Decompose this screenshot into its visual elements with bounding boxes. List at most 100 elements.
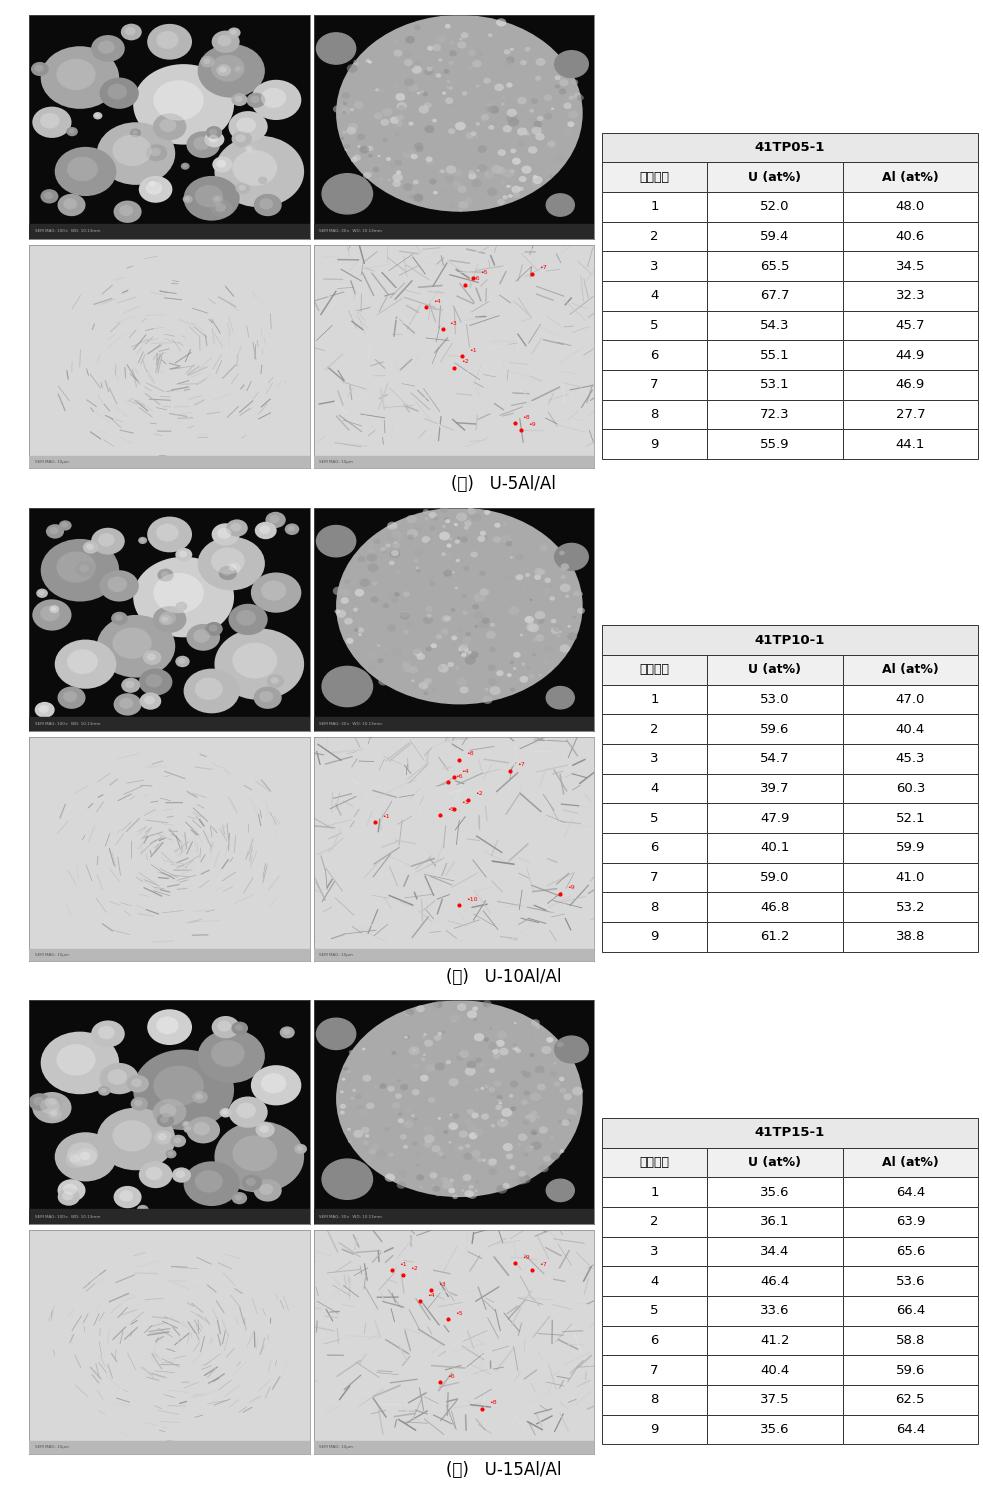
Circle shape bbox=[294, 1144, 307, 1154]
Circle shape bbox=[422, 91, 429, 97]
Circle shape bbox=[406, 515, 417, 523]
Circle shape bbox=[40, 539, 119, 602]
Circle shape bbox=[348, 1141, 352, 1144]
Circle shape bbox=[463, 566, 470, 570]
Circle shape bbox=[409, 666, 418, 673]
Circle shape bbox=[399, 1120, 403, 1123]
Circle shape bbox=[455, 558, 460, 563]
Circle shape bbox=[405, 1106, 412, 1112]
Text: Al (at%): Al (at%) bbox=[882, 663, 939, 676]
Circle shape bbox=[442, 1181, 453, 1190]
Circle shape bbox=[467, 1060, 477, 1069]
Circle shape bbox=[451, 608, 455, 612]
Text: •4: •4 bbox=[461, 769, 469, 773]
Circle shape bbox=[112, 134, 151, 166]
Circle shape bbox=[228, 110, 267, 142]
Circle shape bbox=[541, 549, 545, 554]
Circle shape bbox=[443, 1130, 448, 1135]
Circle shape bbox=[571, 79, 578, 85]
Circle shape bbox=[348, 122, 359, 131]
Circle shape bbox=[184, 176, 240, 221]
Circle shape bbox=[521, 1070, 527, 1075]
Text: 37.5: 37.5 bbox=[760, 1393, 789, 1406]
Circle shape bbox=[492, 1067, 494, 1070]
Circle shape bbox=[246, 146, 253, 151]
Circle shape bbox=[486, 106, 493, 112]
Circle shape bbox=[397, 1112, 403, 1117]
Circle shape bbox=[468, 508, 472, 511]
Bar bbox=[707, 863, 842, 893]
Circle shape bbox=[222, 1109, 228, 1115]
Circle shape bbox=[513, 652, 521, 658]
Circle shape bbox=[494, 523, 500, 527]
Circle shape bbox=[55, 1132, 116, 1181]
Circle shape bbox=[554, 543, 588, 570]
Circle shape bbox=[573, 93, 582, 99]
Circle shape bbox=[449, 51, 457, 57]
Circle shape bbox=[438, 664, 448, 673]
Circle shape bbox=[489, 1171, 497, 1178]
Circle shape bbox=[56, 551, 95, 582]
Circle shape bbox=[449, 40, 454, 45]
Text: 54.3: 54.3 bbox=[760, 320, 789, 331]
Circle shape bbox=[507, 673, 512, 676]
Circle shape bbox=[367, 554, 377, 561]
Circle shape bbox=[501, 1108, 512, 1117]
Circle shape bbox=[178, 658, 186, 664]
Text: •9: •9 bbox=[522, 1256, 530, 1260]
Circle shape bbox=[509, 1094, 513, 1097]
Circle shape bbox=[425, 517, 429, 520]
Circle shape bbox=[424, 1135, 434, 1144]
Text: •7: •7 bbox=[540, 266, 547, 270]
Circle shape bbox=[114, 693, 142, 715]
Circle shape bbox=[368, 61, 373, 64]
Circle shape bbox=[119, 205, 133, 216]
Circle shape bbox=[119, 1190, 133, 1202]
Circle shape bbox=[340, 1103, 346, 1109]
Circle shape bbox=[422, 536, 431, 543]
Circle shape bbox=[417, 93, 420, 94]
Circle shape bbox=[452, 572, 455, 573]
Circle shape bbox=[421, 1057, 426, 1062]
Circle shape bbox=[513, 667, 516, 670]
Circle shape bbox=[461, 1190, 464, 1191]
Circle shape bbox=[489, 1159, 496, 1165]
Text: •8: •8 bbox=[466, 751, 474, 757]
Circle shape bbox=[468, 66, 473, 69]
Bar bbox=[842, 193, 978, 222]
Circle shape bbox=[153, 81, 203, 121]
Circle shape bbox=[457, 536, 461, 539]
Circle shape bbox=[502, 196, 508, 200]
Circle shape bbox=[481, 113, 490, 121]
Circle shape bbox=[394, 160, 402, 166]
Text: 34.4: 34.4 bbox=[760, 1245, 789, 1259]
Bar bbox=[707, 1415, 842, 1444]
Circle shape bbox=[403, 630, 409, 635]
Text: 4: 4 bbox=[651, 290, 659, 303]
Circle shape bbox=[512, 158, 521, 164]
Circle shape bbox=[488, 1159, 496, 1166]
Circle shape bbox=[458, 645, 469, 654]
Circle shape bbox=[428, 1097, 435, 1103]
Circle shape bbox=[179, 551, 187, 557]
Text: 36.1: 36.1 bbox=[760, 1215, 789, 1229]
Bar bbox=[314, 717, 594, 732]
Circle shape bbox=[156, 1017, 179, 1035]
Bar bbox=[842, 1208, 978, 1236]
Bar bbox=[29, 1209, 310, 1224]
Circle shape bbox=[32, 106, 72, 137]
Circle shape bbox=[365, 116, 372, 124]
Circle shape bbox=[448, 1123, 458, 1130]
Circle shape bbox=[548, 140, 555, 148]
Circle shape bbox=[214, 136, 304, 208]
Circle shape bbox=[485, 511, 491, 515]
Circle shape bbox=[554, 85, 560, 88]
Circle shape bbox=[452, 1020, 456, 1023]
Circle shape bbox=[424, 1033, 427, 1036]
Circle shape bbox=[446, 19, 449, 22]
Circle shape bbox=[51, 1111, 58, 1117]
Circle shape bbox=[429, 512, 436, 518]
Circle shape bbox=[477, 1157, 483, 1162]
Text: 52.1: 52.1 bbox=[896, 812, 925, 824]
Circle shape bbox=[521, 1099, 528, 1105]
